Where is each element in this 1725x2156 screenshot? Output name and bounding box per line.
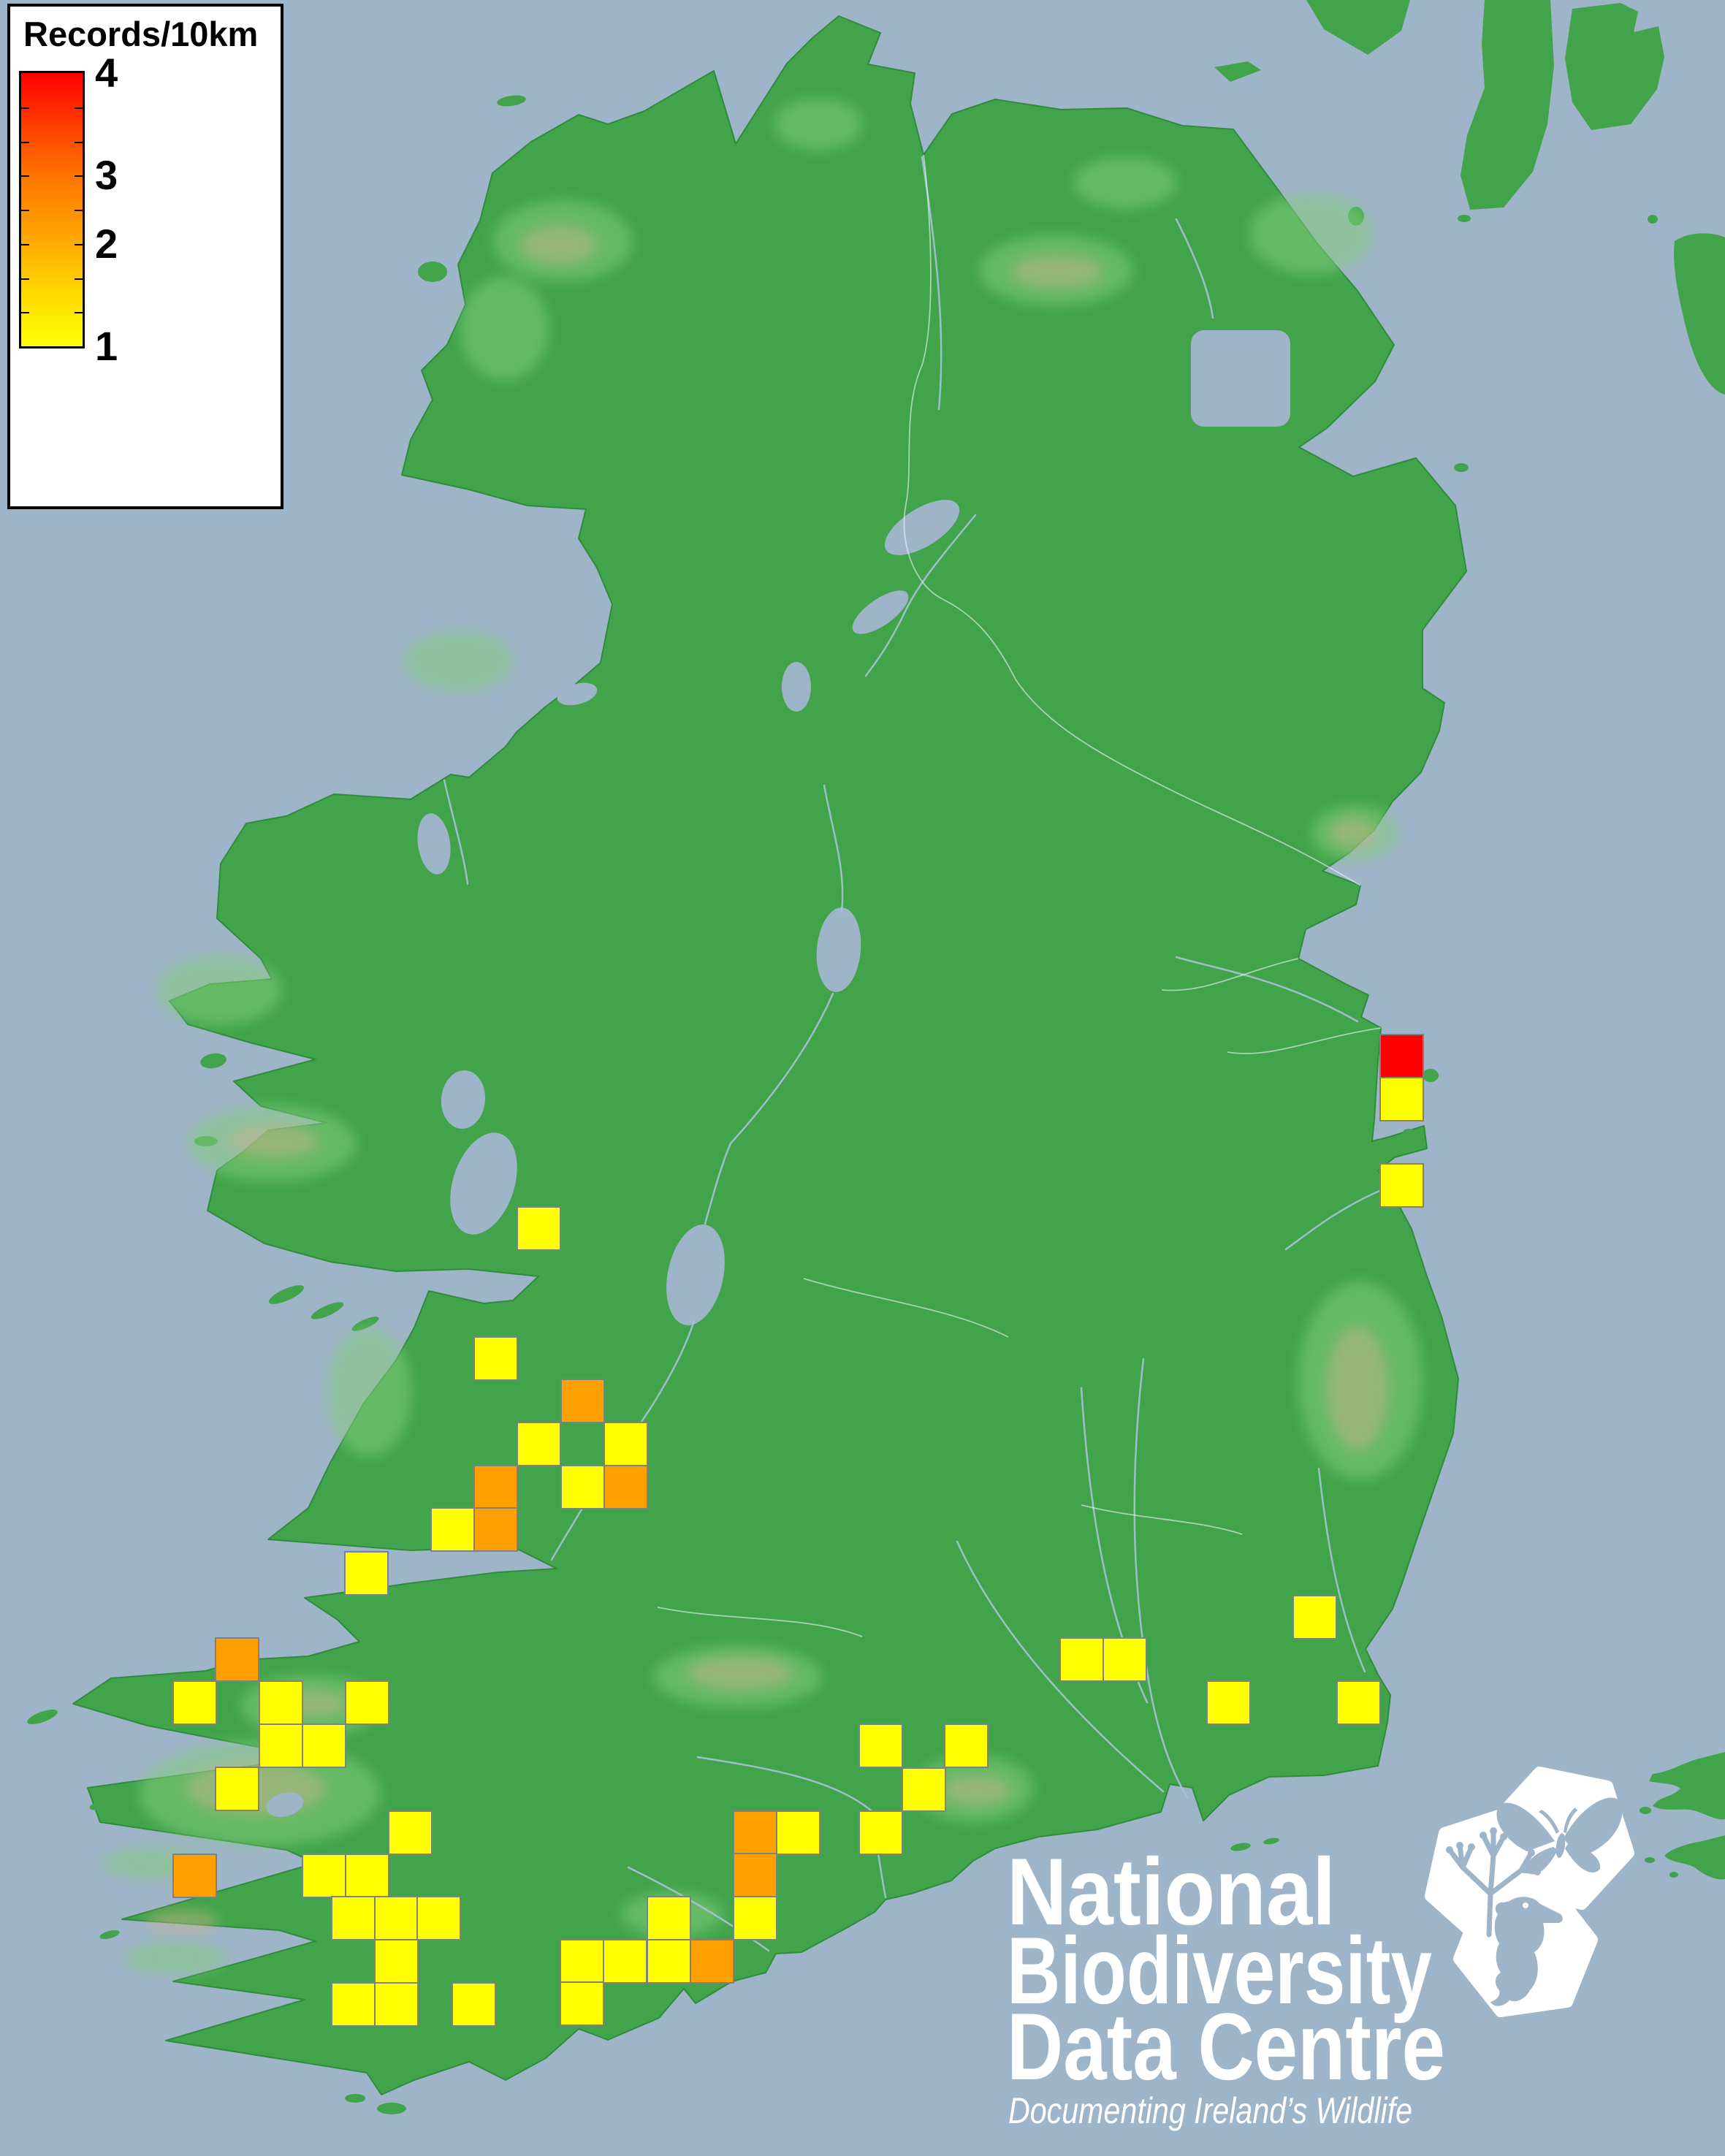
grid-square[interactable] (302, 1854, 346, 1898)
grid-square[interactable] (858, 1810, 903, 1855)
grid-square[interactable] (733, 1810, 777, 1855)
grid-square[interactable] (647, 1939, 691, 1984)
grid-square[interactable] (452, 1982, 496, 2027)
grid-square[interactable] (1292, 1595, 1337, 1639)
grid-square[interactable] (560, 1379, 605, 1423)
boundaries (657, 154, 1382, 1637)
scotland-coast (1306, 0, 1725, 395)
grid-square[interactable] (902, 1767, 946, 1812)
grid-square[interactable] (603, 1939, 647, 1984)
grid-square[interactable] (215, 1767, 259, 1811)
legend-label: 2 (95, 220, 118, 267)
grid-square[interactable] (647, 1896, 691, 1940)
legend: Records/10km 4 3 2 1 (7, 4, 283, 509)
grid-square[interactable] (858, 1723, 903, 1768)
legend-gradient-bar (19, 71, 85, 348)
grid-square[interactable] (473, 1336, 518, 1381)
grid-square[interactable] (374, 1939, 419, 1984)
grid-square[interactable] (345, 1854, 389, 1898)
legend-title: Records/10km (23, 15, 259, 53)
grid-square[interactable] (1059, 1637, 1104, 1682)
grid-square[interactable] (733, 1896, 777, 1940)
grid-square[interactable] (473, 1507, 518, 1552)
grid-square[interactable] (560, 1465, 605, 1509)
ireland-landmass (72, 15, 1467, 2095)
logo-line2: Biodiversity (1007, 1917, 1432, 2024)
grid-square[interactable] (331, 1896, 376, 1940)
grid-square[interactable] (1206, 1680, 1251, 1725)
grid-square[interactable] (172, 1854, 217, 1898)
grid-square[interactable] (1379, 1034, 1424, 1078)
grid-square[interactable] (517, 1422, 561, 1466)
grid-square[interactable] (345, 1680, 389, 1725)
grid-square[interactable] (374, 1982, 419, 2027)
grid-square[interactable] (430, 1507, 475, 1552)
seahorse-icon (1490, 1897, 1563, 2006)
legend-label: 4 (95, 50, 118, 96)
grid-square[interactable] (473, 1465, 518, 1509)
grid-square[interactable] (690, 1939, 734, 1984)
grid-square[interactable] (944, 1723, 989, 1768)
grid-square[interactable] (517, 1206, 561, 1251)
grid-square[interactable] (603, 1422, 648, 1466)
grid-square[interactable] (172, 1680, 217, 1725)
wales-coast (1640, 1752, 1725, 1880)
grid-square[interactable] (344, 1551, 389, 1596)
grid-square[interactable] (1379, 1163, 1424, 1208)
grid-square[interactable] (374, 1896, 419, 1940)
grid-square[interactable] (1336, 1680, 1381, 1725)
logo-tagline: Documenting Ireland’s Wildlife (1008, 2090, 1412, 2131)
grid-square[interactable] (560, 1939, 604, 1984)
legend-label: 3 (95, 152, 118, 199)
grid-square[interactable] (603, 1465, 648, 1509)
grid-square[interactable] (1103, 1637, 1147, 1682)
grid-square[interactable] (560, 1981, 604, 2026)
grid-square[interactable] (259, 1723, 303, 1768)
logo-line1: National (1007, 1838, 1336, 1945)
grid-square[interactable] (215, 1637, 259, 1682)
grid-square[interactable] (416, 1896, 461, 1940)
logo-line3: Data Centre (1007, 1993, 1445, 2100)
grid-square[interactable] (388, 1810, 433, 1855)
grid-square[interactable] (776, 1810, 820, 1855)
grid-squares (172, 1034, 1424, 2027)
grid-square[interactable] (259, 1680, 303, 1725)
butterfly-icon (1496, 1797, 1623, 1875)
grid-square[interactable] (1379, 1077, 1424, 1121)
grid-square[interactable] (302, 1723, 346, 1768)
legend-label: 1 (95, 323, 118, 369)
grid-square[interactable] (733, 1853, 777, 1897)
grid-square[interactable] (331, 1982, 376, 2027)
nbdc-logo: National Biodiversity Data Centre Docume… (1007, 1767, 1634, 2131)
lakes (266, 330, 1290, 1817)
